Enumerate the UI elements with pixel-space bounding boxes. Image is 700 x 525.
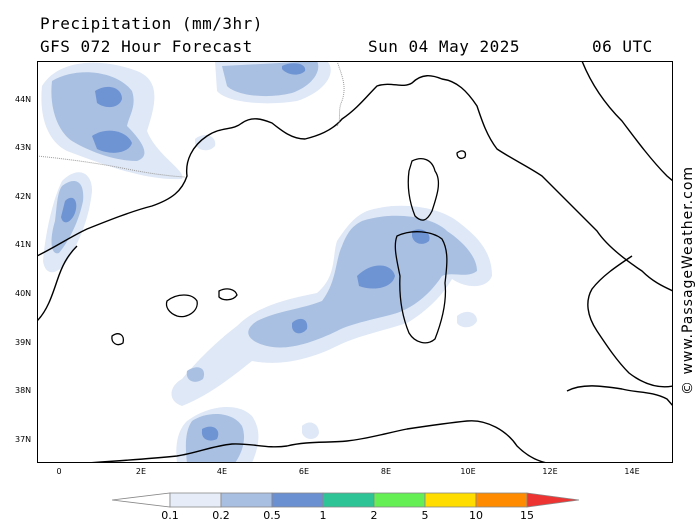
- chart-title: Precipitation (mm/3hr): [40, 14, 263, 33]
- legend-swatch-5: [424, 492, 477, 508]
- forecast-label: GFS 072 Hour Forecast: [40, 37, 253, 56]
- lon-label-12e: 12E: [542, 467, 558, 476]
- lat-label-44n: 44N: [15, 95, 32, 104]
- legend-label-1: 0.2: [212, 509, 230, 522]
- legend-swatch-1: [220, 492, 273, 508]
- legend-arrow-left: [112, 492, 171, 508]
- legend-label-3: 1: [319, 509, 327, 522]
- legend-swatch-4: [373, 492, 426, 508]
- coast-italy-south: [587, 255, 672, 388]
- precip-area-small-1: [302, 422, 319, 439]
- legend-label-0: 0.1: [161, 509, 179, 522]
- lon-label-8e: 8E: [380, 467, 392, 476]
- legend-swatch-0: [169, 492, 222, 508]
- legend-label-5: 5: [421, 509, 429, 522]
- sardinia-island: [394, 231, 448, 344]
- mallorca-island: [165, 294, 198, 318]
- lat-label-43n: 43N: [15, 143, 32, 152]
- coast-spain-west: [38, 245, 78, 321]
- lon-label-2e: 2E: [135, 467, 147, 476]
- coastlines: [38, 62, 672, 462]
- lon-label-10e: 10E: [460, 467, 476, 476]
- precipitation-map: [38, 62, 672, 462]
- watermark: © www.PassageWeather.com: [680, 165, 696, 395]
- corsica-island: [407, 158, 440, 221]
- lat-label-42n: 42N: [15, 192, 32, 201]
- forecast-date: Sun 04 May 2025: [368, 37, 520, 56]
- lon-label-0: 0: [56, 467, 62, 476]
- legend-label-4: 2: [370, 509, 378, 522]
- lon-label-4e: 4E: [216, 467, 228, 476]
- precip-area-small-2: [457, 311, 477, 328]
- lat-label-37n: 37N: [15, 435, 32, 444]
- coast-northern: [38, 75, 672, 292]
- lon-label-6e: 6E: [298, 467, 310, 476]
- forecast-time: 06 UTC: [592, 37, 653, 56]
- elba-island: [456, 150, 467, 160]
- precip-area-small-3: [195, 135, 216, 151]
- ibiza-island: [111, 333, 125, 346]
- lat-label-41n: 41N: [15, 240, 32, 249]
- islands: [111, 150, 467, 346]
- lat-label-39n: 39N: [15, 338, 32, 347]
- lat-label-40n: 40N: [15, 289, 32, 298]
- precip-medium: [51, 62, 477, 462]
- precip-heavy: [61, 63, 430, 441]
- legend-label-2: 0.5: [263, 509, 281, 522]
- lon-label-14e: 14E: [624, 467, 640, 476]
- lat-label-38n: 38N: [15, 386, 32, 395]
- menorca-island: [218, 288, 238, 301]
- coast-adriatic: [581, 62, 672, 182]
- legend-swatch-3: [322, 492, 375, 508]
- coast-sicily: [566, 385, 672, 406]
- legend-colorbar: [112, 492, 580, 508]
- legend-swatch-2: [271, 492, 324, 508]
- country-borders: [38, 62, 345, 178]
- legend-swatch-6: [475, 492, 528, 508]
- legend-label-6: 10: [469, 509, 483, 522]
- coast-africa: [91, 420, 546, 462]
- legend-arrow-right: [526, 492, 580, 508]
- legend-label-7: 15: [520, 509, 534, 522]
